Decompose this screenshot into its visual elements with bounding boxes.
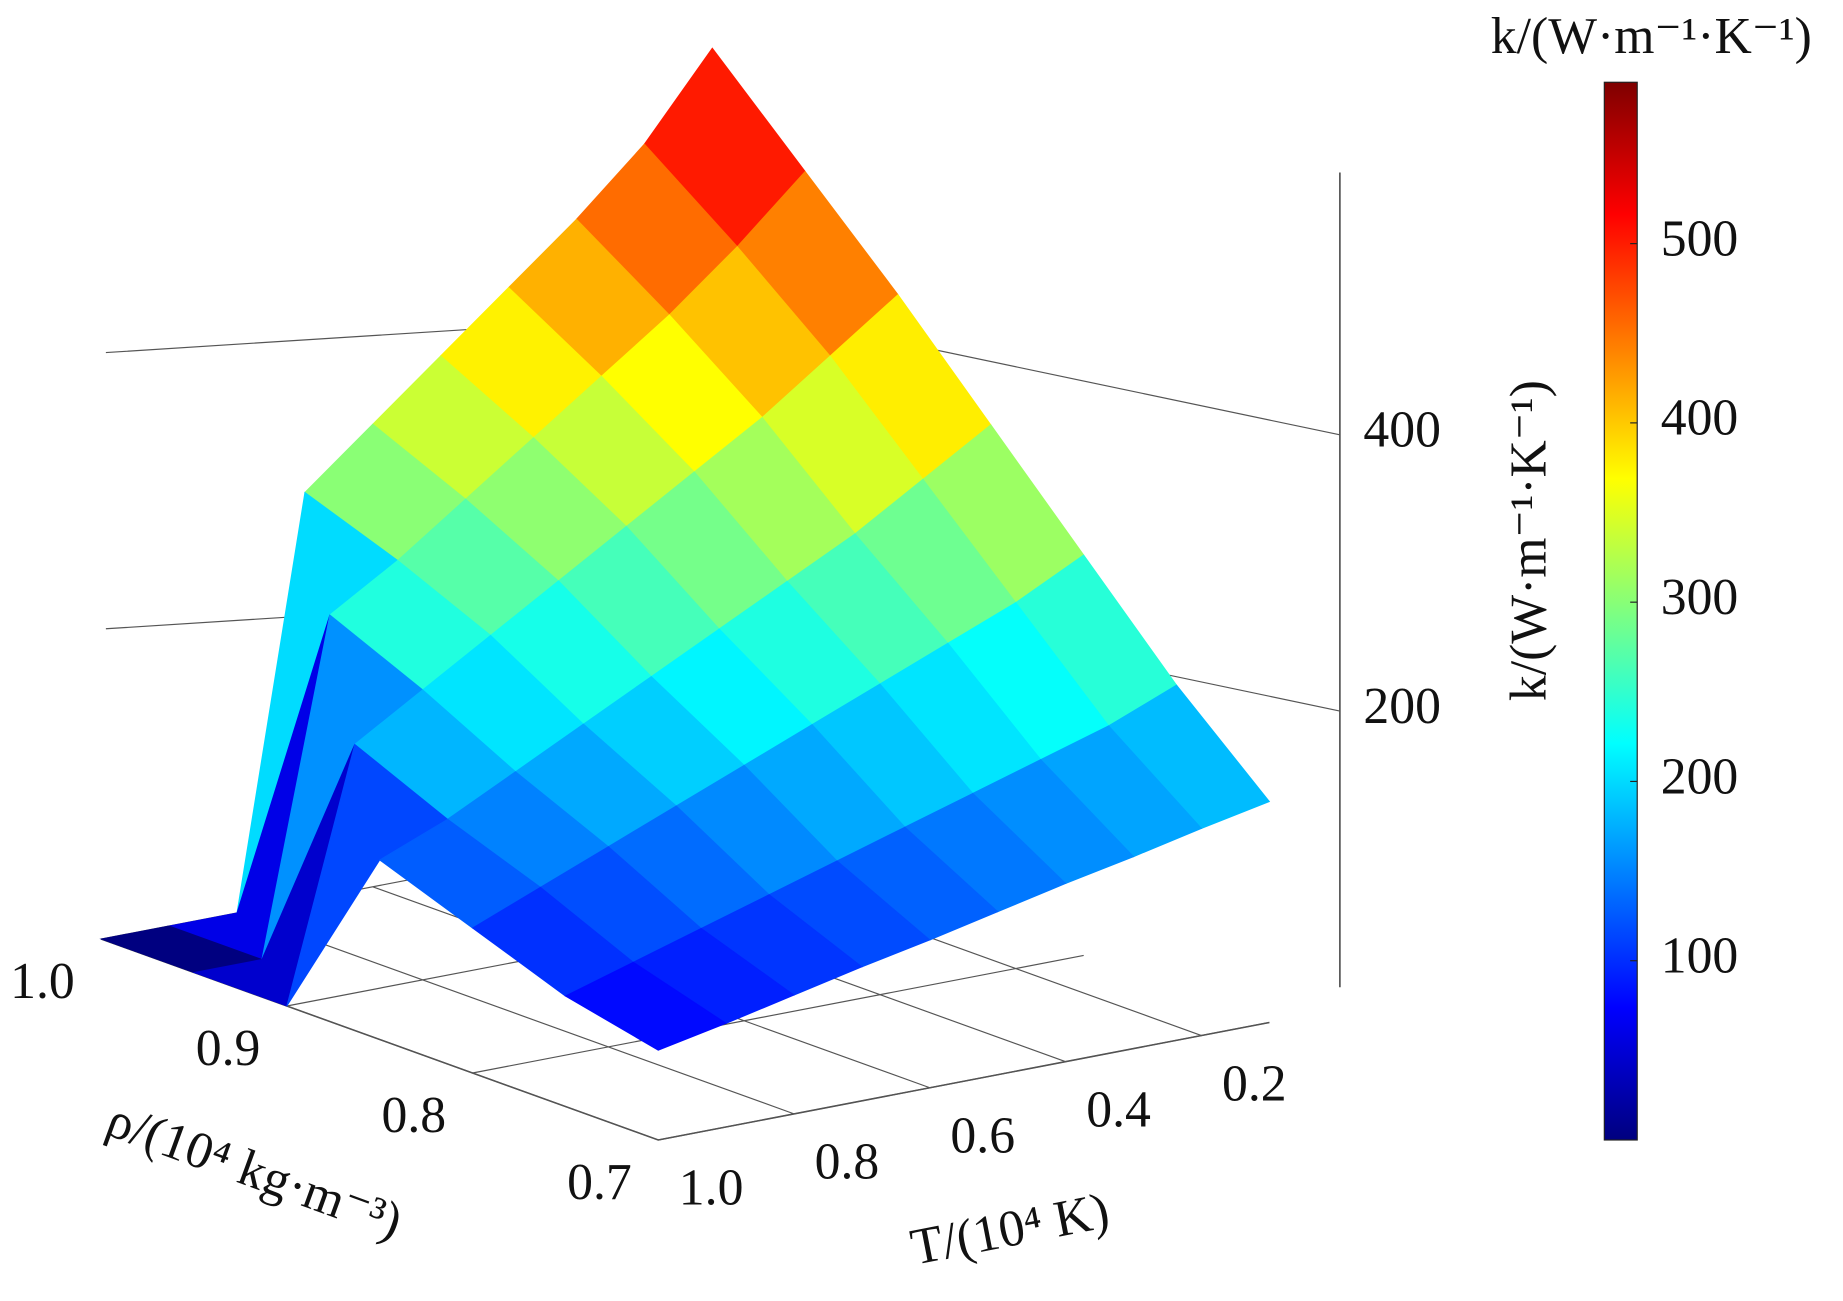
y-axis-title: ρ/(10⁴ kg·m⁻³) (99, 1091, 409, 1250)
x-axis-title: T/(10⁴ K) (906, 1182, 1114, 1276)
surface-layer (99, 47, 1271, 1051)
colorbar-tick-label: 200 (1661, 748, 1739, 805)
y-grid-line (658, 1021, 1270, 1141)
colorbar-tick-label: 500 (1661, 210, 1739, 267)
x-grid-line (236, 912, 795, 1115)
z-axis-title: k/(W·m⁻¹·K⁻¹) (1501, 380, 1558, 701)
y-tick-label: 0.8 (381, 1087, 446, 1144)
z-tick-label: 400 (1363, 402, 1441, 459)
x-tick-label: 0.4 (1086, 1081, 1151, 1138)
y-tick-label: 0.9 (196, 1020, 261, 1077)
surface-patch (564, 961, 728, 1051)
y-tick-label: 1.0 (10, 953, 75, 1010)
x-tick-label: 1.0 (679, 1160, 744, 1217)
colorbar-tick-label: 400 (1661, 390, 1739, 447)
colorbar-tick-label: 100 (1661, 928, 1739, 985)
z-tick-label: 200 (1363, 678, 1441, 735)
x-tick-label: 0.8 (815, 1134, 880, 1191)
colorbar-tick-label: 300 (1661, 569, 1739, 626)
x-tick-label: 0.6 (950, 1108, 1015, 1165)
x-tick-label: 0.2 (1222, 1055, 1287, 1112)
y-tick-label: 0.7 (567, 1154, 632, 1211)
y-grid-line (472, 954, 1084, 1074)
colorbar-title: k/(W·m⁻¹·K⁻¹) (1491, 8, 1812, 65)
colorbar (1603, 81, 1638, 1141)
